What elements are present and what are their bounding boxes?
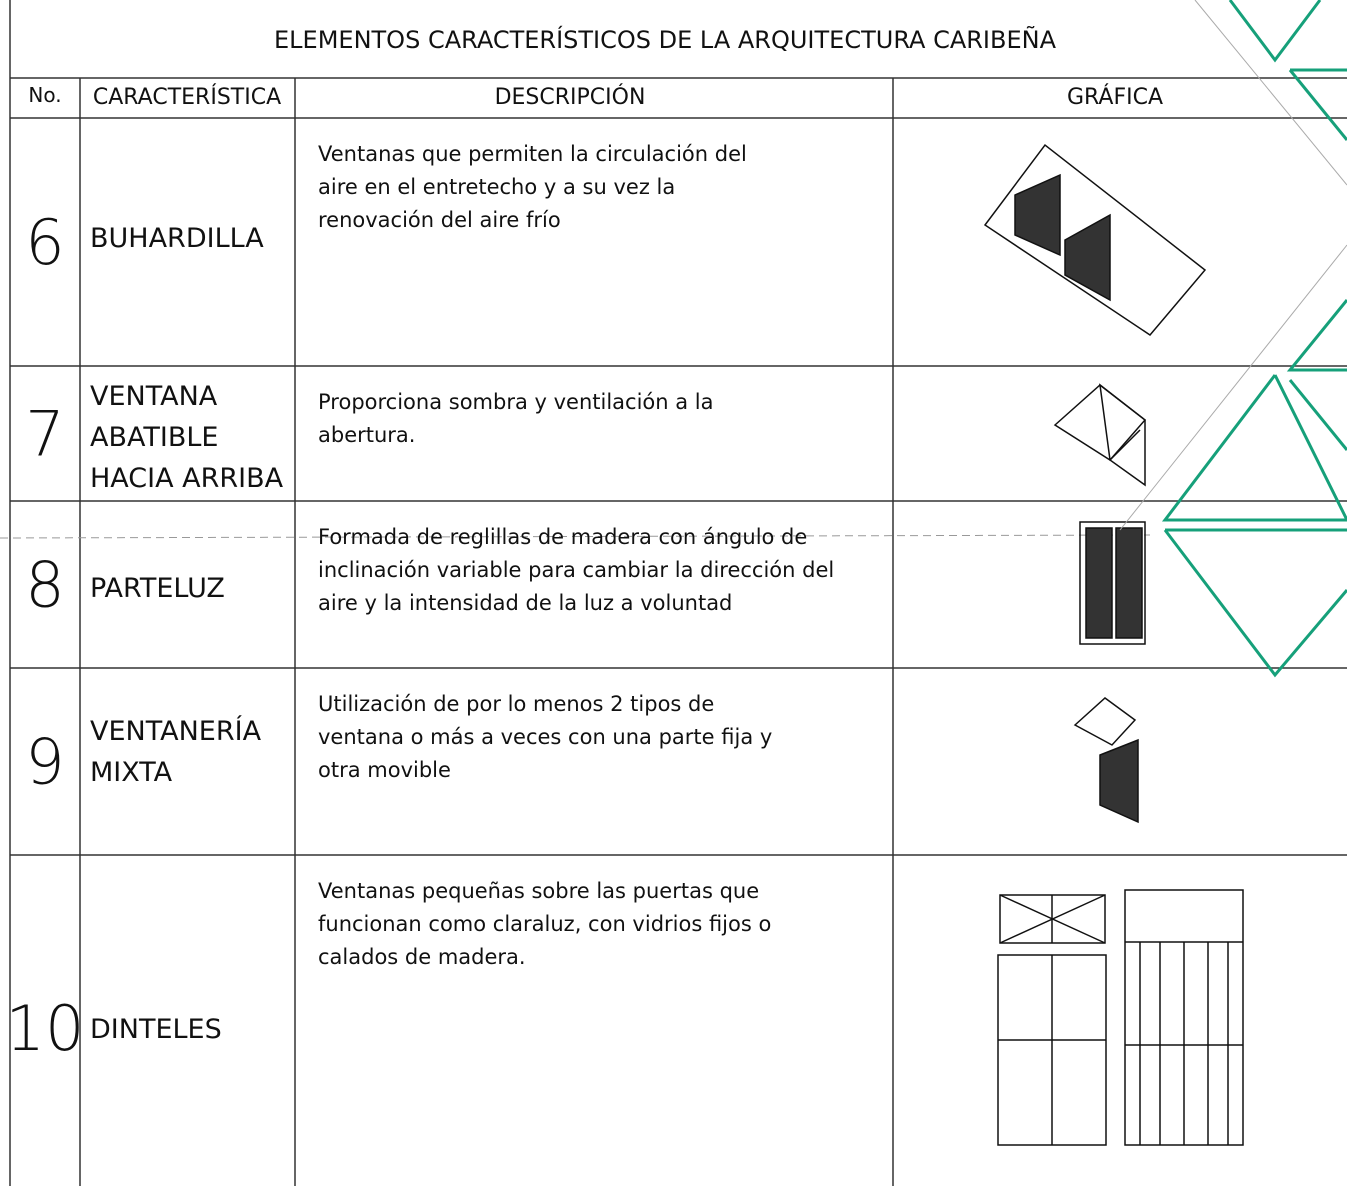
description-line: ventana o más a veces con una parte fija… bbox=[318, 725, 772, 749]
description-line: aire y la intensidad de la luz a volunta… bbox=[318, 591, 732, 615]
illustration-ventaneria bbox=[1073, 697, 1139, 824]
illustration-parteluz bbox=[1079, 521, 1146, 645]
header-no: No. bbox=[28, 83, 61, 107]
description-line: Utilización de por lo menos 2 tipos de bbox=[318, 692, 714, 716]
characteristic: DINTELES bbox=[90, 1014, 222, 1045]
characteristic: MIXTA bbox=[90, 757, 173, 788]
description-line: otra movible bbox=[318, 758, 451, 782]
characteristic: VENTANERÍA bbox=[90, 715, 262, 747]
row-number: 6 bbox=[25, 206, 64, 279]
header-graphic: GRÁFICA bbox=[1067, 84, 1163, 110]
description-line: Ventanas que permiten la circulación del bbox=[318, 142, 747, 166]
description-line: Proporciona sombra y ventilación a la bbox=[318, 390, 714, 414]
table-grid bbox=[9, 0, 1347, 1186]
description-line: renovación del aire frío bbox=[318, 208, 561, 232]
dashed-guide bbox=[0, 534, 1151, 539]
characteristic: PARTELUZ bbox=[90, 573, 225, 604]
table-title: ELEMENTOS CARACTERÍSTICOS DE LA ARQUITEC… bbox=[274, 24, 1057, 54]
description-line: funcionan como claraluz, con vidrios fij… bbox=[318, 912, 771, 936]
description-line: inclinación variable para cambiar la dir… bbox=[318, 558, 834, 582]
description-line: abertura. bbox=[318, 423, 415, 447]
characteristic: ABATIBLE bbox=[90, 422, 218, 453]
characteristic: HACIA ARRIBA bbox=[90, 463, 284, 494]
thin-line bbox=[1194, 0, 1347, 186]
thin-line bbox=[1119, 244, 1347, 531]
characteristic: BUHARDILLA bbox=[90, 223, 264, 254]
row-number: 10 bbox=[6, 992, 85, 1065]
illustration-buhardilla bbox=[983, 143, 1207, 336]
description-line: Ventanas pequeñas sobre las puertas que bbox=[318, 879, 759, 903]
header-description: DESCRIPCIÓN bbox=[495, 84, 646, 110]
characteristic: VENTANA bbox=[90, 381, 218, 412]
row-number: 7 bbox=[25, 398, 64, 471]
header-characteristic: CARACTERÍSTICA bbox=[93, 84, 281, 110]
illustration-dinteles bbox=[997, 889, 1244, 1146]
row-number: 8 bbox=[25, 549, 64, 622]
description-line: Formada de reglillas de madera con ángul… bbox=[318, 525, 807, 549]
description-line: aire en el entretecho y a su vez la bbox=[318, 175, 675, 199]
description-line: calados de madera. bbox=[318, 945, 526, 969]
row-number: 9 bbox=[25, 726, 64, 799]
illustration-ventana-abatible bbox=[1053, 383, 1147, 487]
decoration-chevrons bbox=[1161, 0, 1347, 678]
